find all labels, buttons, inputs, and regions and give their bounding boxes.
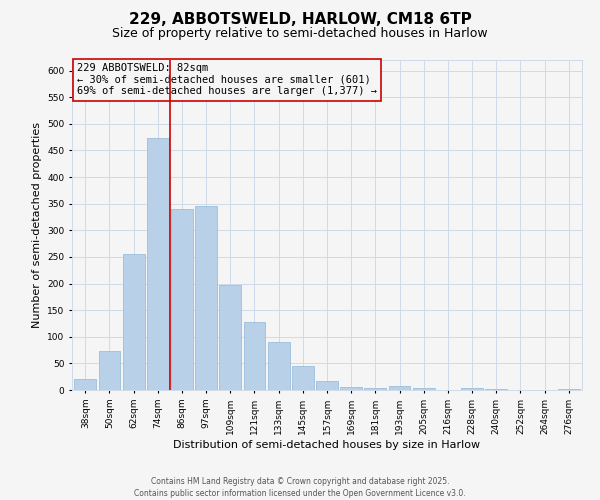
Bar	[389, 386, 410, 390]
Bar	[147, 138, 169, 390]
Bar	[268, 342, 290, 390]
Bar	[171, 209, 193, 390]
Text: 229 ABBOTSWELD: 82sqm
← 30% of semi-detached houses are smaller (601)
69% of sem: 229 ABBOTSWELD: 82sqm ← 30% of semi-deta…	[77, 64, 377, 96]
Bar	[485, 389, 507, 390]
Y-axis label: Number of semi-detached properties: Number of semi-detached properties	[32, 122, 41, 328]
Bar	[316, 381, 338, 390]
Text: Contains HM Land Registry data © Crown copyright and database right 2025.
Contai: Contains HM Land Registry data © Crown c…	[134, 476, 466, 498]
Bar	[340, 387, 362, 390]
Bar	[413, 388, 434, 390]
Bar	[98, 350, 121, 390]
Bar	[244, 322, 265, 390]
Bar	[195, 206, 217, 390]
Bar	[220, 284, 241, 390]
Bar	[123, 254, 145, 390]
Bar	[74, 380, 96, 390]
Bar	[461, 388, 483, 390]
X-axis label: Distribution of semi-detached houses by size in Harlow: Distribution of semi-detached houses by …	[173, 440, 481, 450]
Text: Size of property relative to semi-detached houses in Harlow: Size of property relative to semi-detach…	[112, 28, 488, 40]
Bar	[292, 366, 314, 390]
Text: 229, ABBOTSWELD, HARLOW, CM18 6TP: 229, ABBOTSWELD, HARLOW, CM18 6TP	[128, 12, 472, 28]
Bar	[364, 388, 386, 390]
